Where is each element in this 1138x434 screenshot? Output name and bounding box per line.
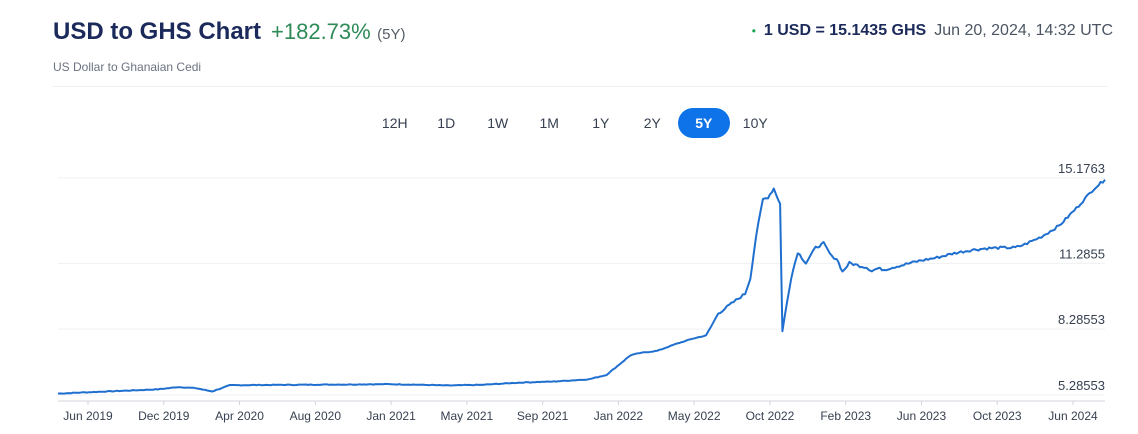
- tab-10y[interactable]: 10Y: [742, 115, 768, 131]
- x-tick-label: Jun 2023: [897, 409, 947, 423]
- y-tick-label: 5.28553: [1058, 378, 1105, 393]
- percent-change: +182.73%: [271, 19, 371, 44]
- y-tick-label: 15.1763: [1058, 161, 1105, 176]
- x-tick-label: Jan 2021: [366, 409, 416, 423]
- divider: [53, 86, 1108, 87]
- tab-12h[interactable]: 12H: [381, 115, 408, 131]
- rate-value: 1 USD = 15.1435 GHS: [763, 22, 927, 39]
- series-line[interactable]: [57, 179, 1106, 395]
- tab-1m[interactable]: 1M: [539, 115, 559, 131]
- x-tick-label: Jun 2024: [1048, 409, 1098, 423]
- tab-5y[interactable]: 5Y: [678, 108, 730, 138]
- rate-timestamp: Jun 20, 2024, 14:32 UTC: [934, 22, 1113, 39]
- tab-1d[interactable]: 1D: [437, 115, 456, 131]
- tab-1w[interactable]: 1W: [487, 115, 509, 131]
- x-tick-label: Sep 2021: [517, 409, 569, 423]
- live-dot-icon: •: [751, 24, 756, 38]
- y-tick-label: 8.28553: [1058, 312, 1105, 327]
- x-tick-label: May 2022: [668, 409, 721, 423]
- chart-header: USD to GHS Chart +182.73% (5Y) • 1 USD = 1…: [53, 18, 1113, 48]
- x-tick-label: Aug 2020: [290, 409, 342, 423]
- tab-2y[interactable]: 2Y: [643, 115, 661, 131]
- page-title: USD to GHS Chart: [53, 18, 262, 45]
- tab-1y[interactable]: 1Y: [592, 115, 610, 131]
- x-tick-label: Feb 2023: [820, 409, 871, 423]
- period-label: (5Y): [377, 26, 406, 43]
- title-group: USD to GHS Chart +182.73% (5Y): [53, 18, 406, 46]
- x-tick-label: Jun 2019: [63, 409, 113, 423]
- exchange-rate-chart[interactable]: 15.1763 11.2855 8.28553 5.28553 Jun 2019 Dec …: [0, 150, 1138, 434]
- x-tick-label: May 2021: [440, 409, 493, 423]
- y-tick-label: 11.2855: [1059, 246, 1105, 261]
- x-tick-label: Jan 2022: [594, 409, 644, 423]
- chart-subtitle: US Dollar to Ghanaian Cedi: [53, 60, 202, 74]
- x-tick-label: Oct 2022: [746, 409, 795, 423]
- range-tabs: 12H 1D 1W 1M 1Y 2Y 5Y 10Y: [369, 108, 781, 138]
- x-tick-label: Oct 2023: [973, 409, 1022, 423]
- current-rate: • 1 USD = 15.1435 GHS Jun 20, 2024, 14:32 …: [752, 22, 1113, 40]
- x-tick-label: Apr 2020: [215, 409, 264, 423]
- x-tick-label: Dec 2019: [138, 409, 190, 423]
